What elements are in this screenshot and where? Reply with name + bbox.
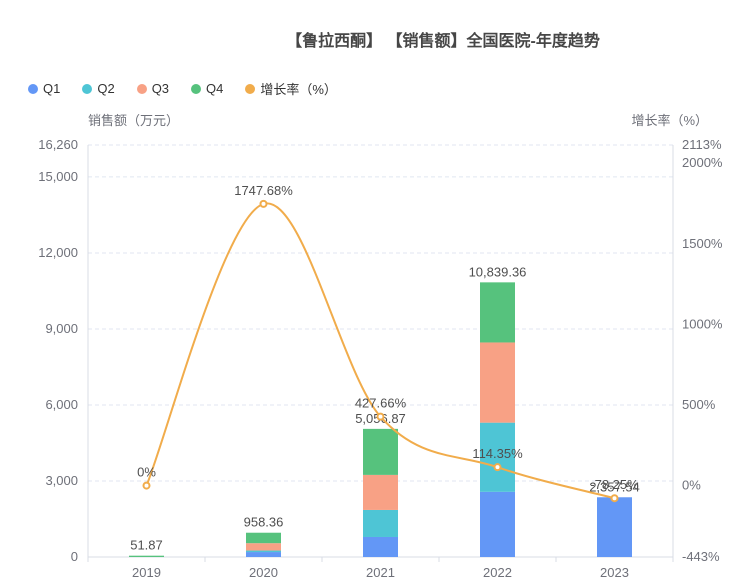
bar-total-label: 2,357.54	[589, 479, 640, 494]
legend-dot	[136, 83, 147, 94]
left-axis-tick-label: 6,000	[45, 397, 78, 412]
bar-segment-q1-2021[interactable]	[363, 536, 398, 557]
legend-label: Q4	[206, 81, 224, 96]
chart-legend: Q1 Q2 Q3 Q4 增长率（%）	[28, 79, 337, 98]
legend-dot	[28, 83, 38, 94]
right-axis-name: 增长率（%）	[631, 113, 708, 128]
bar-segment-q1-2022[interactable]	[480, 491, 515, 557]
bar-segment-q4-2019[interactable]	[129, 555, 164, 557]
x-axis-category-label: 2019	[132, 565, 161, 580]
left-axis-tick-label: 12,000	[38, 245, 78, 260]
left-axis-name: 销售额（万元）	[88, 113, 180, 128]
legend-dot	[82, 83, 93, 94]
chart-title: 【鲁拉西酮】 【销售额】全国医院-年度趋势	[286, 33, 600, 50]
bar-total-label: 51.87	[130, 538, 163, 553]
left-axis-tick-label: 15,000	[38, 169, 78, 184]
left-axis-tick-label: 3,000	[45, 473, 78, 488]
line-point-2022[interactable]	[493, 463, 502, 472]
left-axis-tick-label: 16,260	[38, 137, 78, 152]
x-axis-category-label: 2020	[249, 565, 278, 580]
growth-rate-line	[145, 202, 615, 500]
line-value-label: 0%	[137, 465, 156, 480]
bar-segment-q2-2021[interactable]	[363, 509, 398, 537]
right-axis-tick-label: 1000%	[682, 316, 723, 331]
bar-segment-q3-2022[interactable]	[480, 342, 515, 423]
bar-total-label: 958.36	[244, 515, 284, 530]
x-axis-category-label: 2021	[366, 565, 395, 580]
legend-item-q1[interactable]: Q1	[28, 81, 60, 96]
bar-segment-q4-2021[interactable]	[363, 428, 398, 475]
legend-label: Q1	[43, 81, 61, 96]
right-axis-tick-label: 2000%	[682, 155, 723, 170]
right-axis-tick-label: 2113%	[682, 137, 722, 152]
bar-total-label: 10,839.36	[469, 264, 527, 279]
legend-label: Q2	[97, 81, 115, 96]
bar-segment-q4-2020[interactable]	[246, 532, 281, 544]
legend-label: 增长率（%）	[260, 82, 337, 97]
left-axis-tick-label: 0	[71, 549, 78, 564]
line-value-label: 114.35%	[472, 446, 523, 461]
line-point-2021[interactable]	[376, 412, 385, 421]
bar-segment-q3-2021[interactable]	[363, 474, 398, 510]
bar-segment-q2-2022[interactable]	[480, 422, 515, 492]
legend-dot	[245, 83, 256, 94]
line-value-label: 427.66%	[355, 396, 407, 411]
bar-segment-q1-2023[interactable]	[597, 497, 632, 557]
line-point-2023[interactable]	[610, 494, 619, 503]
legend-item-growth-rate[interactable]: 增长率（%）	[245, 79, 337, 98]
bar-segment-q3-2020[interactable]	[246, 543, 281, 551]
legend-item-q4[interactable]: Q4	[191, 81, 223, 96]
legend-item-q3[interactable]: Q3	[136, 81, 170, 96]
line-point-2019[interactable]	[142, 481, 151, 490]
right-axis-tick-label: 500%	[682, 397, 716, 412]
line-value-label: -78.25%	[590, 477, 639, 492]
bar-segment-q1-2020[interactable]	[246, 552, 281, 557]
bar-segment-q4-2022[interactable]	[480, 282, 515, 343]
bar-segment-q2-2020[interactable]	[246, 550, 281, 553]
right-axis-tick-label: -443%	[682, 549, 720, 564]
left-axis-tick-label: 9,000	[45, 321, 78, 336]
legend-dot	[191, 83, 202, 94]
line-value-label: 1747.68%	[234, 183, 293, 198]
legend-label: Q3	[151, 81, 170, 96]
x-axis-category-label: 2022	[483, 565, 512, 580]
right-axis-tick-label: 1500%	[682, 236, 723, 251]
right-axis-tick-label: 0%	[682, 478, 701, 493]
legend-item-q2[interactable]: Q2	[82, 81, 115, 96]
x-axis-category-label: 2023	[600, 565, 629, 580]
line-point-2020[interactable]	[259, 199, 268, 208]
